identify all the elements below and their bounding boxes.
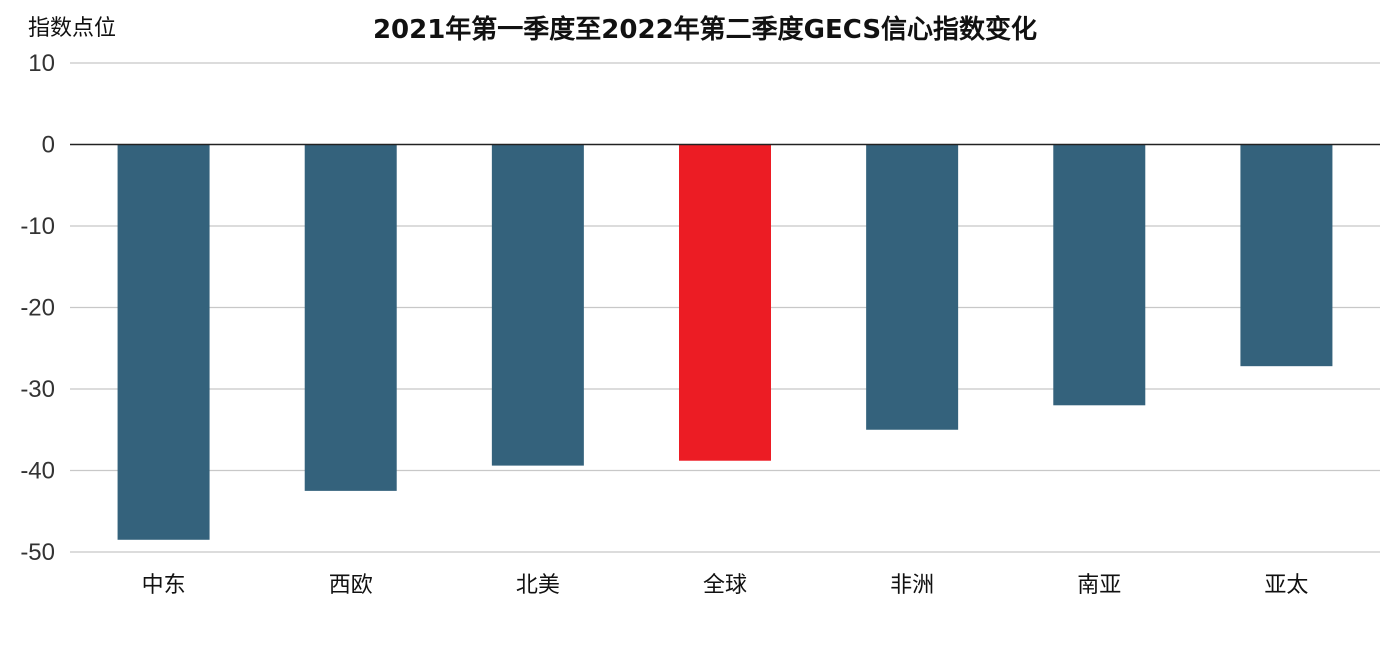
- bar: [1053, 144, 1146, 406]
- y-tick-label: -40: [20, 458, 55, 485]
- y-tick-label: 10: [28, 50, 55, 77]
- bar: [679, 144, 771, 461]
- category-labels: 中东 西欧 北美 全球 非洲 南亚 亚太: [142, 573, 1309, 598]
- y-tick-label: -30: [20, 376, 55, 403]
- bars: [117, 144, 1333, 540]
- category-label: 亚太: [1264, 573, 1308, 598]
- category-label: 西欧: [329, 573, 373, 598]
- category-label: 南亚: [1077, 573, 1121, 598]
- y-tick-label: -20: [20, 295, 55, 322]
- chart-title: 2021年第一季度至2022年第二季度GECS信心指数变化: [373, 14, 1037, 45]
- category-label: 中东: [142, 573, 186, 598]
- bar: [866, 144, 959, 430]
- bar: [117, 144, 210, 540]
- y-tick-label: -50: [20, 539, 55, 566]
- y-tick-label: 0: [42, 132, 55, 159]
- category-label: 北美: [516, 573, 560, 598]
- y-tick-labels: 10 0 -10 -20 -30 -40 -50: [20, 50, 55, 566]
- bar: [304, 144, 397, 491]
- category-label: 全球: [703, 573, 747, 598]
- bar: [1240, 144, 1333, 367]
- y-axis-label: 指数点位: [28, 16, 116, 41]
- bar: [491, 144, 584, 466]
- category-label: 非洲: [890, 573, 934, 598]
- y-tick-label: -10: [20, 213, 55, 240]
